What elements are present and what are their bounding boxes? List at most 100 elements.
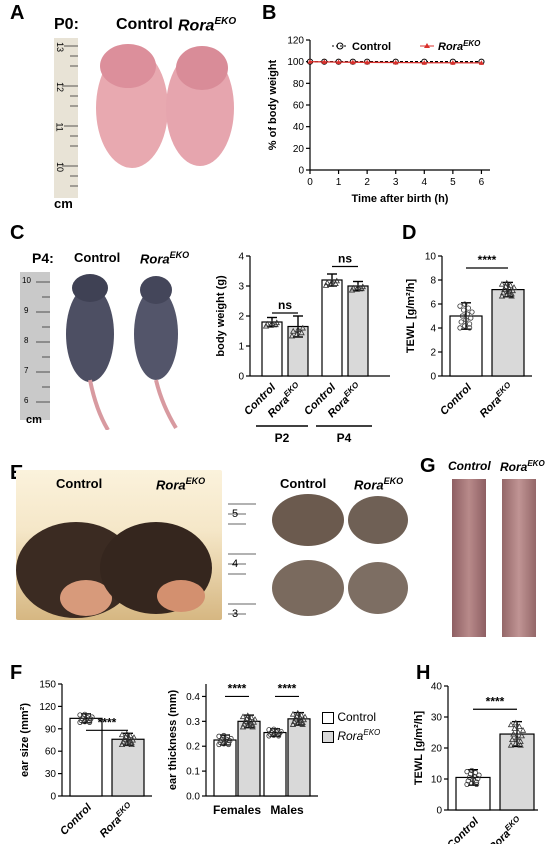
- c-0-dot-5: [273, 319, 280, 326]
- b-xtick-label-6: 6: [479, 177, 485, 188]
- d-0-dot-13: [467, 325, 473, 331]
- h-0-dot-11: [464, 769, 470, 775]
- panel-e-mice-shapes: [16, 522, 212, 618]
- b-point-1-4: [364, 59, 370, 65]
- panel-label-h: H: [416, 662, 431, 684]
- legend-swatch-control: [322, 711, 334, 724]
- b-xtick-label-0: 0: [307, 177, 313, 188]
- b-point-1-2: [335, 59, 342, 65]
- panel-e-rora-right: RoraEKO: [354, 476, 404, 493]
- f1-sig-label: ****: [98, 715, 117, 729]
- d-ylabel: TEWL [g/m²/h]: [405, 278, 417, 353]
- c-1-dot-4: [294, 326, 302, 333]
- c-2-dot-4: [328, 278, 336, 285]
- d-0-dot-0: [457, 325, 463, 331]
- panel-a-control-label: Control: [116, 16, 173, 33]
- panel-g-rora: RoraEKO: [500, 459, 545, 474]
- b-xtick-label-4: 4: [422, 177, 428, 188]
- f2-0-1-bar: [237, 720, 261, 797]
- f1-category-0: Control: [58, 801, 95, 838]
- c-2-bar: [321, 279, 343, 377]
- f2-1-0-dot-12: [271, 726, 277, 732]
- legend-label-rora: RoraEKO: [337, 728, 381, 743]
- panel-a-photo: P0: Control RoraEKO 13 12 11 10 cm: [10, 8, 250, 211]
- h-1-dot-3: [509, 736, 516, 743]
- f1-ylabel: ear size (mm²): [19, 703, 31, 777]
- d-1-bar: [491, 288, 525, 377]
- f1-0-dot-11: [77, 712, 83, 718]
- f1-0-bar: [69, 717, 103, 797]
- f2-0-1-dot-0: [239, 723, 247, 730]
- b-legend-marker-rora: [424, 43, 430, 48]
- panel-a-rora-label: RoraEKO: [178, 16, 237, 35]
- legend-swatch-rora: [322, 730, 334, 743]
- f2-1-1-bar: [287, 718, 311, 797]
- f2-group-1: Males: [270, 803, 304, 817]
- c-p2-sig-label: ns: [278, 298, 292, 312]
- b-xtick-label-1: 1: [336, 177, 342, 188]
- h-ytick-label-2: 20: [431, 744, 443, 755]
- f2-ylabel: ear thickness (mm): [167, 690, 179, 791]
- f1-ytick-label-5: 150: [39, 680, 56, 691]
- f1-1-dot-3: [120, 738, 127, 745]
- c-ytick-label-4: 4: [238, 252, 244, 263]
- f2-0-1-dot-11: [239, 713, 247, 720]
- h-1-dot-13: [517, 741, 524, 748]
- legend-control: Control: [322, 710, 376, 724]
- f1-1-dot-12: [123, 730, 130, 737]
- c-ylabel: body weight (g): [215, 275, 227, 357]
- d-1-dot-13: [508, 292, 515, 299]
- panel-label-a: A: [10, 2, 25, 24]
- panel-f-legend: Control RoraEKO: [322, 708, 418, 748]
- h-0-dot-8: [476, 772, 482, 778]
- f1-1-dot-13: [128, 741, 135, 748]
- b-point-1-3: [350, 59, 356, 65]
- legend-rora: RoraEKO: [322, 728, 380, 743]
- f2-ytick-label-1: 0.1: [186, 767, 200, 778]
- f2-1-0-dot-13: [276, 733, 282, 739]
- h-1-dot-11: [507, 721, 515, 728]
- c-3-bar: [347, 285, 369, 377]
- h-0-dot-0: [464, 781, 470, 788]
- c-0-dot-3: [264, 320, 271, 327]
- panel-e-photo-ears: Control RoraEKO 5 4 3: [228, 470, 414, 630]
- c-1-dot-5: [299, 324, 306, 331]
- h-1-dot-10: [516, 723, 523, 730]
- panel-c-control-label: Control: [74, 250, 121, 265]
- c-1-dot-0: [288, 332, 296, 339]
- d-0-dot-10: [465, 305, 472, 311]
- h-ytick-label-1: 10: [431, 775, 443, 786]
- h-1-dot-12: [512, 719, 519, 726]
- h-category-0: Control: [445, 815, 482, 844]
- b-ytick-label-1: 20: [293, 144, 305, 155]
- panel-f-ear-size-chart: 0 30 60 90 120 150 ear size (mm²) Control RoraEK…: [19, 680, 152, 840]
- d-0-dot-6: [459, 313, 466, 319]
- panel-c-photo: P4: Control RoraEKO 10 9 8 7 6 cm: [10, 230, 210, 430]
- panel-a-cm: cm: [54, 196, 73, 211]
- c-1-dot-1: [293, 331, 300, 337]
- f1-ytick-label-4: 120: [39, 702, 56, 713]
- c-group-p2: P2: [275, 431, 290, 445]
- h-0-dot-2: [474, 779, 480, 785]
- f2-0-sig-label: ****: [228, 681, 247, 695]
- b-ytick-label-6: 120: [287, 36, 304, 47]
- h-0-dot-10: [472, 770, 479, 776]
- d-0-dot-3: [458, 319, 464, 325]
- c-2-dot-3: [324, 279, 331, 286]
- h-ytick-label-3: 30: [431, 713, 443, 724]
- f2-ytick-label-0: 0.0: [186, 792, 200, 803]
- f2-1-sig-label: ****: [278, 681, 297, 695]
- b-ytick-label-2: 40: [293, 122, 305, 133]
- b-xtick-label-5: 5: [450, 177, 456, 188]
- b-xlabel: Time after birth (h): [352, 193, 449, 205]
- e-ruler-4: 4: [232, 558, 239, 570]
- c-ruler-7: 7: [24, 366, 29, 375]
- panel-h-chart: 0 10 20 30 40 TEWL [g/m²/h] Control RoraEKO ****: [413, 682, 538, 844]
- c-0-dot-4: [268, 320, 276, 326]
- f2-0-1-dot-12: [244, 712, 251, 719]
- c-1-dot-3: [290, 327, 297, 334]
- d-1-dot-0: [498, 292, 506, 299]
- d-1-dot-11: [498, 280, 506, 287]
- h-0-dot-1: [469, 780, 475, 786]
- c-ruler-6: 6: [24, 396, 29, 405]
